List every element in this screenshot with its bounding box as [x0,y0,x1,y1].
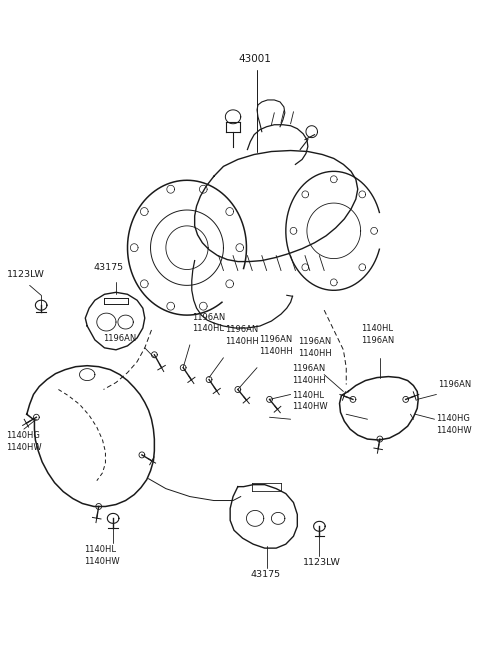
Text: 1196AN: 1196AN [104,334,137,343]
Text: 1140HG
1140HW: 1140HG 1140HW [436,415,472,435]
Text: 43001: 43001 [239,55,272,64]
Text: 1196AN: 1196AN [438,380,472,390]
Text: 1140HL
1140HW: 1140HL 1140HW [84,545,120,566]
Text: 1123LW: 1123LW [7,271,45,279]
Text: 1140HL
1196AN: 1140HL 1196AN [360,325,394,345]
Text: 1140HG
1140HW: 1140HG 1140HW [6,431,41,451]
Text: 1196AN
1140HH: 1196AN 1140HH [292,364,326,384]
Text: 1123LW: 1123LW [303,558,341,567]
Text: 1196AN
1140HH: 1196AN 1140HH [226,325,259,346]
Text: 1140HL
1140HW: 1140HL 1140HW [292,391,328,411]
Text: 1196AN
1140HH: 1196AN 1140HH [298,337,332,358]
Text: 43175: 43175 [94,263,124,273]
Text: 1196AN
1140HH: 1196AN 1140HH [259,335,293,356]
Text: 1196AN
1140HL: 1196AN 1140HL [192,313,225,333]
Text: 43175: 43175 [250,570,280,579]
